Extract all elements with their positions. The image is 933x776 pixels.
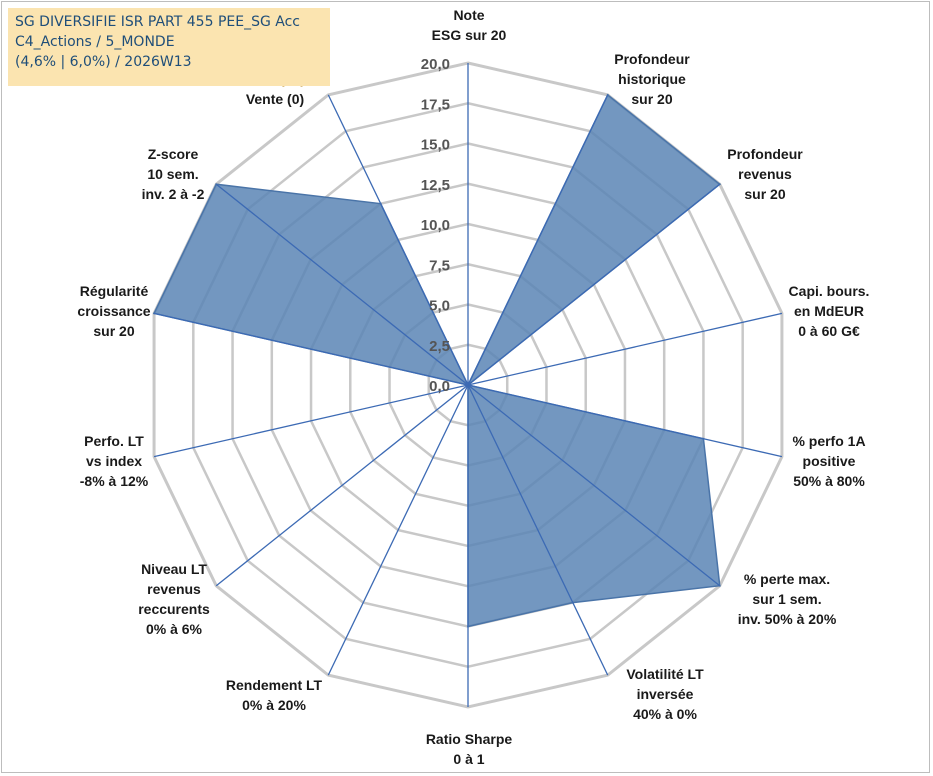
- axis-label-line: historique: [618, 71, 686, 87]
- axis-label: Perfo. LT vs index -8% à 12%: [80, 433, 149, 489]
- tick-label: 20,0: [421, 56, 450, 73]
- axis-spoke: [467, 183, 721, 386]
- axis-label-line: 40% à 0%: [633, 706, 697, 722]
- axis-label: Niveau LT revenus reccurents 0% à 6%: [138, 561, 210, 637]
- axis-label-line: Rendement LT: [226, 677, 323, 693]
- axis-spoke: [467, 384, 783, 458]
- axis-spoke: [467, 312, 783, 386]
- axis-label-line: Profondeur: [614, 51, 690, 67]
- axis-label-line: revenus: [147, 581, 201, 597]
- title-box: SG DIVERSIFIE ISR PART 455 PEE_SG Acc C4…: [8, 8, 330, 86]
- axis-label-line: Volatilité LT: [626, 666, 704, 682]
- axis-label-line: croissance: [77, 303, 150, 319]
- axis-label-line: -8% à 12%: [80, 473, 149, 489]
- axis-label: % perte max. sur 1 sem. inv. 50% à 20%: [738, 571, 837, 627]
- axis-label: Régularité croissance sur 20: [77, 283, 150, 339]
- tick-label: 5,0: [429, 298, 450, 315]
- axis-label-line: % perte max.: [744, 571, 830, 587]
- axis-label: Note ESG sur 20: [432, 7, 507, 43]
- axis-label-line: inversée: [637, 686, 694, 702]
- axis-label-line: sur 1 sem.: [752, 591, 821, 607]
- axis-label-line: Note: [453, 7, 484, 23]
- axis-label-line: 0 à 1: [453, 751, 484, 767]
- axis-label-line: inv. 50% à 20%: [738, 611, 837, 627]
- axis-label-line: 50% à 80%: [793, 473, 865, 489]
- axis-label-line: Régularité: [80, 283, 149, 299]
- axis-label-line: sur 20: [631, 91, 672, 107]
- axis-spoke: [327, 384, 469, 676]
- axis-label-line: Profondeur: [727, 146, 803, 162]
- axis-spoke: [215, 183, 469, 386]
- axis-label: Z-score 10 sem. inv. 2 à -2: [142, 146, 205, 202]
- tick-label: 10,0: [421, 217, 450, 234]
- tick-layer: 0,0 2,5 5,0 7,5 10,0 12,5 15,0 17,5 20,0: [421, 56, 450, 395]
- axis-label-line: Ratio Sharpe: [426, 731, 513, 747]
- tick-label: 17,5: [421, 96, 450, 113]
- axis-label-line: positive: [803, 453, 856, 469]
- axis-label: Capi. bours. en MdEUR 0 à 60 G€: [789, 283, 870, 339]
- axis-label-line: inv. 2 à -2: [142, 186, 205, 202]
- axis-label: Rendement LT 0% à 20%: [226, 677, 323, 713]
- axis-label: Ratio Sharpe 0 à 1: [426, 731, 513, 767]
- axis-label: Profondeur revenus sur 20: [727, 146, 803, 202]
- axis-label-line: vs index: [86, 453, 142, 469]
- tick-label: 15,0: [421, 137, 450, 154]
- axis-label-line: % perfo 1A: [792, 433, 865, 449]
- title-line-2: C4_Actions / 5_MONDE: [15, 34, 175, 50]
- axis-label-line: Z-score: [148, 146, 199, 162]
- axis-label-line: 10 sem.: [147, 166, 198, 182]
- axis-spoke: [153, 312, 469, 386]
- axis-spoke: [467, 384, 609, 676]
- axis-spoke: [153, 384, 469, 458]
- axis-spoke: [327, 94, 469, 386]
- axis-label-line: Perfo. LT: [84, 433, 144, 449]
- axis-label: Volatilité LT inversée 40% à 0%: [626, 666, 704, 722]
- axis-label-line: en MdEUR: [794, 303, 864, 319]
- axis-label: Profondeur historique sur 20: [614, 51, 690, 107]
- axis-label-line: sur 20: [744, 186, 785, 202]
- tick-label: 7,5: [429, 257, 450, 274]
- axis-label-layer: Note ESG sur 20 Profondeur historique sur 20…: [77, 7, 869, 767]
- axis-spoke: [467, 384, 721, 587]
- axis-label-line: Vente (0): [246, 91, 304, 107]
- axis-label-line: Capi. bours.: [789, 283, 870, 299]
- axis-label-line: reccurents: [138, 601, 210, 617]
- axis-label-line: sur 20: [93, 323, 134, 339]
- axis-label: % perfo 1A positive 50% à 80%: [792, 433, 865, 489]
- tick-label: 0,0: [429, 378, 450, 395]
- axis-spoke: [215, 384, 469, 587]
- tick-label: 12,5: [421, 177, 450, 194]
- title-line-1: SG DIVERSIFIE ISR PART 455 PEE_SG Acc: [15, 14, 300, 30]
- axis-label-line: 0 à 60 G€: [798, 323, 860, 339]
- tick-label: 2,5: [429, 338, 450, 355]
- axis-label-line: ESG sur 20: [432, 27, 507, 43]
- title-line-3: (4,6% | 6,0%) / 2026W13: [15, 54, 192, 70]
- spoke-layer: [153, 63, 783, 707]
- axis-label-line: 0% à 20%: [242, 697, 306, 713]
- axis-label-line: revenus: [738, 166, 792, 182]
- axis-label-line: Niveau LT: [141, 561, 207, 577]
- axis-label-line: 0% à 6%: [146, 621, 203, 637]
- axis-spoke: [467, 94, 609, 386]
